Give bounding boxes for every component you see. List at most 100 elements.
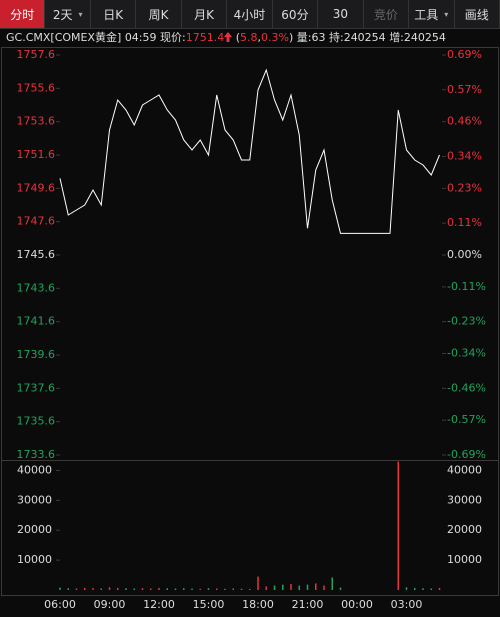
volume-bar bbox=[306, 584, 309, 590]
toolbar-button[interactable]: 4小时 bbox=[227, 0, 273, 28]
symbol: GC.CMX[COMEX黄金] bbox=[6, 31, 122, 44]
volume-bar bbox=[265, 586, 267, 590]
button-label: 日K bbox=[103, 7, 124, 22]
volume-bar bbox=[290, 584, 292, 590]
paren: ) bbox=[288, 31, 294, 44]
volume-bar bbox=[240, 588, 243, 590]
toolbar-button[interactable]: 分时 bbox=[0, 0, 46, 28]
price-line bbox=[59, 68, 440, 234]
volume-bar bbox=[59, 587, 61, 590]
y-tick-label: 1735.6 bbox=[17, 415, 56, 428]
toolbar-button[interactable]: 竞价 bbox=[364, 0, 410, 28]
dropdown-arrow[interactable]: ▾ bbox=[444, 9, 449, 19]
price-label: 现价: bbox=[160, 31, 186, 44]
y-tick-label: 1751.6 bbox=[17, 148, 56, 161]
x-tick-label: 21:00 bbox=[292, 598, 324, 611]
volume-bar bbox=[331, 577, 333, 590]
y2-tick-label: -0.69% bbox=[447, 448, 486, 461]
volume-bar bbox=[191, 588, 193, 590]
volume-bar bbox=[75, 588, 78, 590]
button-label: 4小时 bbox=[233, 7, 266, 22]
volume-bar bbox=[166, 588, 168, 590]
volume-bar bbox=[199, 588, 201, 590]
time: 04:59 bbox=[124, 31, 157, 44]
toolbar-button[interactable]: 画线 bbox=[455, 0, 500, 28]
x-tick-label: 00:00 bbox=[341, 598, 373, 611]
y-tick-label: 20000 bbox=[17, 523, 52, 536]
volume-bar bbox=[339, 587, 342, 590]
y-tick-label: 1757.6 bbox=[17, 48, 56, 61]
toolbar-button[interactable]: 2天 ▾ bbox=[45, 0, 91, 28]
volume-bar bbox=[100, 588, 102, 590]
volume-bar bbox=[141, 588, 144, 590]
y2-tick-label: 40000 bbox=[447, 463, 482, 476]
button-label: 竞价 bbox=[373, 7, 398, 22]
y2-tick-label: 30000 bbox=[447, 493, 482, 506]
volume-bar bbox=[273, 585, 276, 590]
price: 1751.4 bbox=[185, 31, 225, 44]
x-tick-label: 12:00 bbox=[143, 598, 175, 611]
volume-bar bbox=[323, 585, 325, 590]
volume-bar bbox=[414, 587, 416, 590]
y2-tick-label: 0.34% bbox=[447, 149, 482, 162]
open-interest: 持:240254 bbox=[328, 31, 386, 44]
dropdown-arrow[interactable]: ▾ bbox=[78, 9, 83, 19]
y-tick-label: 1737.6 bbox=[17, 381, 56, 394]
y2-tick-label: -0.11% bbox=[447, 280, 486, 293]
toolbar-button[interactable]: 周K bbox=[136, 0, 182, 28]
y2-tick-label: 0.11% bbox=[447, 216, 482, 229]
toolbar: 分时 2天 ▾ 日K 周K 月K 4小时 60分 30 竞价 工具 ▾ 画线 bbox=[0, 0, 500, 29]
volume-bar bbox=[108, 587, 111, 590]
volume-bar bbox=[224, 588, 226, 590]
volume-bar bbox=[174, 588, 177, 590]
x-tick-label: 15:00 bbox=[193, 598, 225, 611]
y2-tick-label: 0.00% bbox=[447, 248, 482, 261]
y-tick-label: 1743.6 bbox=[17, 281, 56, 294]
y-tick-label: 30000 bbox=[17, 493, 52, 506]
y-tick-label: 1739.6 bbox=[17, 348, 56, 361]
chart-frame bbox=[1, 47, 499, 596]
toolbar-button[interactable]: 月K bbox=[182, 0, 228, 28]
increase: 增:240254 bbox=[389, 31, 446, 44]
volume-bar bbox=[298, 585, 300, 590]
volume-bar bbox=[405, 587, 408, 590]
x-tick-label: 03:00 bbox=[391, 598, 423, 611]
y2-tick-label: 20000 bbox=[447, 523, 482, 536]
volume-bar bbox=[92, 588, 94, 590]
volume-bar bbox=[397, 461, 399, 590]
y-tick-label: 1753.6 bbox=[17, 115, 56, 128]
comma: , bbox=[257, 31, 262, 44]
volume-bar bbox=[216, 588, 218, 590]
y-tick-label: 40000 bbox=[17, 463, 52, 476]
volume-bar bbox=[422, 588, 424, 590]
y2-tick-label: 0.46% bbox=[447, 115, 482, 128]
volume-bar bbox=[207, 588, 210, 590]
volume-bar bbox=[84, 587, 86, 590]
paren: ( bbox=[235, 31, 241, 44]
volume-bar bbox=[430, 588, 432, 590]
volume-bar bbox=[315, 583, 317, 590]
y-tick-label: 1733.6 bbox=[17, 448, 56, 461]
button-label: 画线 bbox=[464, 7, 489, 22]
toolbar-button[interactable]: 30 bbox=[318, 0, 364, 28]
button-label: 2天 bbox=[52, 7, 73, 22]
volume-bar bbox=[282, 584, 284, 590]
x-tick-label: 18:00 bbox=[242, 598, 274, 611]
volume-bar bbox=[183, 588, 185, 590]
y-tick-label: 1745.6 bbox=[17, 248, 56, 261]
toolbar-button[interactable]: 日K bbox=[91, 0, 137, 28]
change: 5.8 bbox=[240, 31, 258, 44]
toolbar-button[interactable]: 工具 ▾ bbox=[409, 0, 455, 28]
y2-tick-label: 0.23% bbox=[447, 181, 482, 194]
y-tick-label: 1747.6 bbox=[17, 215, 56, 228]
change-pct: 0.3% bbox=[261, 31, 289, 44]
y-tick-label: 1755.6 bbox=[17, 81, 56, 94]
button-label: 周K bbox=[148, 7, 169, 22]
volume-bar bbox=[438, 587, 441, 590]
y-tick-label: 10000 bbox=[17, 553, 52, 566]
toolbar-button[interactable]: 60分 bbox=[273, 0, 319, 28]
y2-tick-label: 0.57% bbox=[447, 83, 482, 96]
volume-bar bbox=[133, 588, 135, 590]
y2-tick-label: -0.57% bbox=[447, 413, 486, 426]
volume-bar bbox=[249, 589, 251, 590]
